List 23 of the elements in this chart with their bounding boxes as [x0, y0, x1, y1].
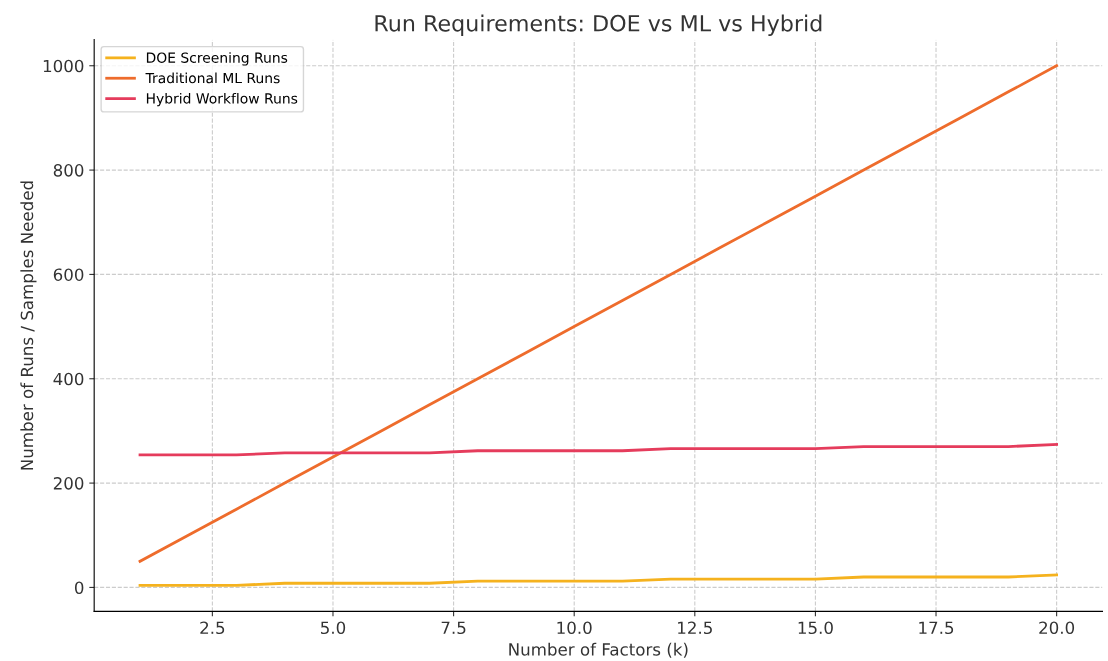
x-axis-title: Number of Factors (k) — [509, 642, 688, 658]
y-axis-title: Number of Runs / Samples Needed — [20, 181, 37, 470]
x-tick-label: 17.5 — [919, 621, 954, 635]
y-tick-label: 800 — [53, 164, 84, 177]
legend-label: Traditional ML Runs — [145, 72, 280, 84]
y-tick-label: 1000 — [43, 59, 84, 73]
x-tick-label: 20.0 — [1039, 621, 1075, 635]
y-tick-label: 600 — [53, 268, 84, 281]
x-tick-label: 2.5 — [200, 621, 225, 635]
legend-label: Hybrid Workflow Runs — [146, 92, 298, 107]
x-tick-label: 15.0 — [798, 621, 833, 635]
x-tick-label: 12.5 — [678, 621, 712, 635]
x-tick-label: 5.0 — [321, 621, 346, 635]
x-tick-label: 7.5 — [441, 621, 466, 635]
line-series — [138, 64, 1059, 563]
y-tick-label: 0 — [74, 581, 84, 594]
legend-label: DOE Screening Runs — [146, 52, 288, 66]
y-tick-label: 200 — [53, 477, 84, 490]
chart-title: Run Requirements: DOE vs ML vs Hybrid — [375, 14, 822, 36]
y-tick-label: 400 — [53, 372, 84, 386]
x-tick-label: 10.0 — [557, 621, 592, 635]
line-series — [138, 443, 1059, 457]
line-series — [138, 573, 1059, 587]
